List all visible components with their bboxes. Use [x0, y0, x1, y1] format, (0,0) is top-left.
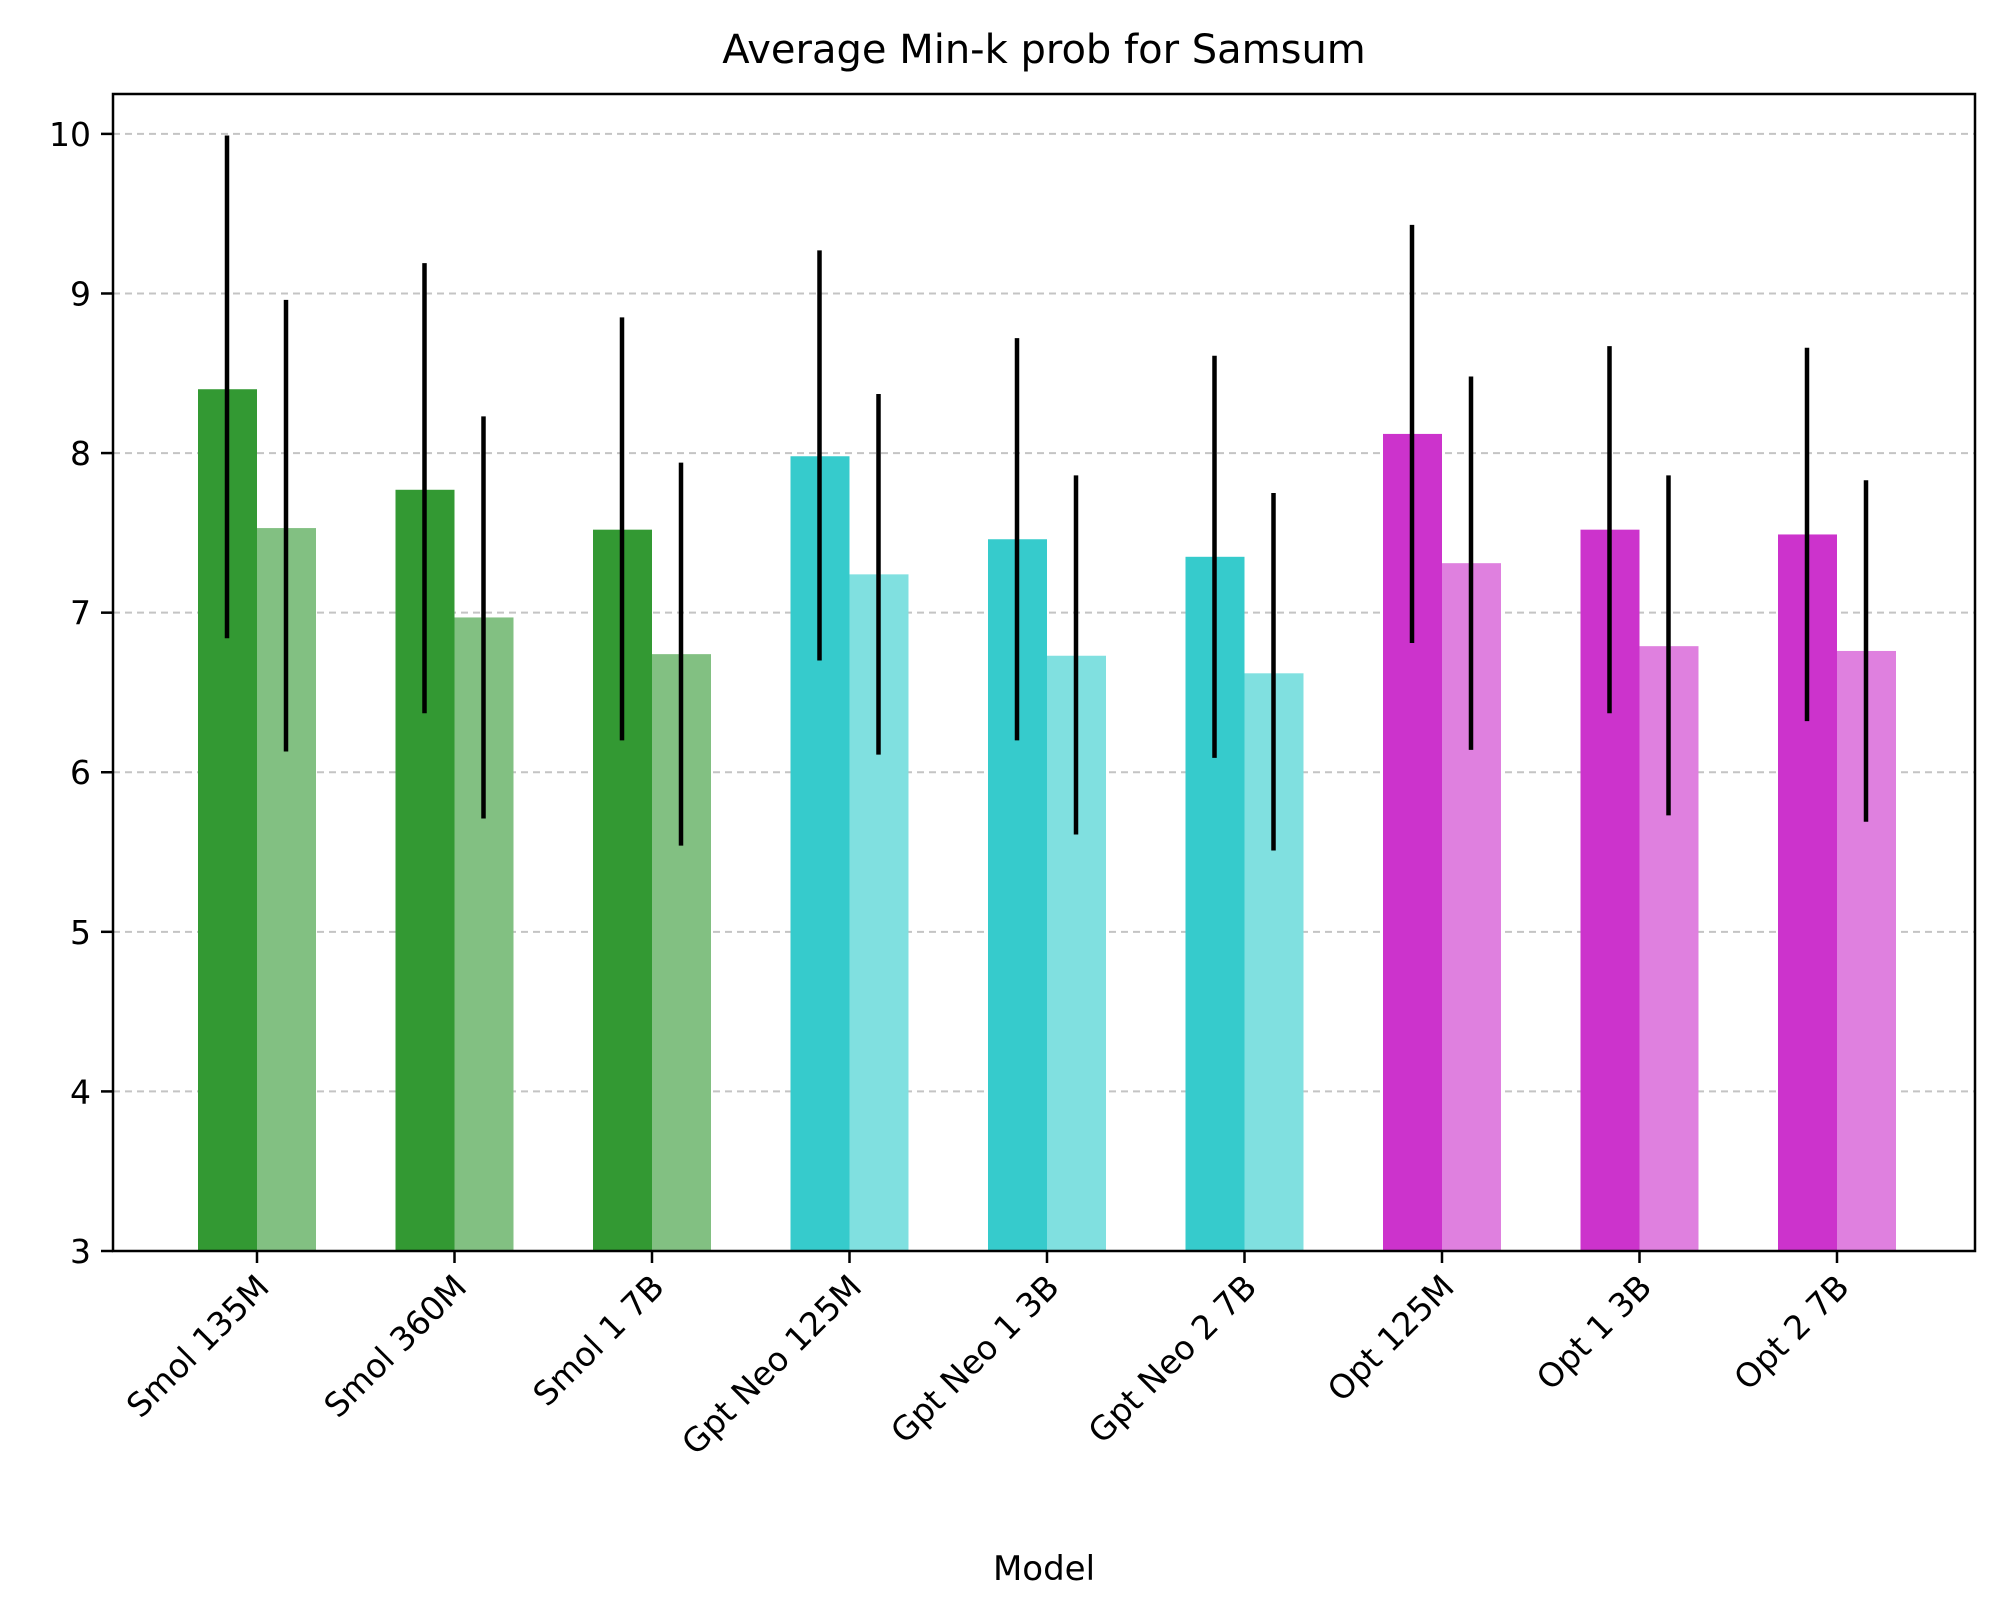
plot-frame [111, 92, 1977, 1253]
y-tick-label: 7 [70, 594, 91, 633]
y-axis-ticks: 3 4 5 6 7 8 9 10 [49, 115, 113, 1271]
y-tick-label: 5 [70, 913, 91, 952]
y-tick-label: 3 [70, 1232, 91, 1271]
y-tick-label: 8 [70, 434, 91, 473]
error-bars [224, 135, 1869, 851]
x-axis-label: Model [993, 1549, 1095, 1589]
y-tick-label: 4 [70, 1072, 91, 1111]
y-tick-label: 9 [70, 274, 91, 313]
chart-title: Average Min-k prob for Samsum [722, 27, 1366, 73]
y-tick-label: 10 [49, 115, 91, 154]
y-tick-label: 6 [70, 753, 91, 792]
